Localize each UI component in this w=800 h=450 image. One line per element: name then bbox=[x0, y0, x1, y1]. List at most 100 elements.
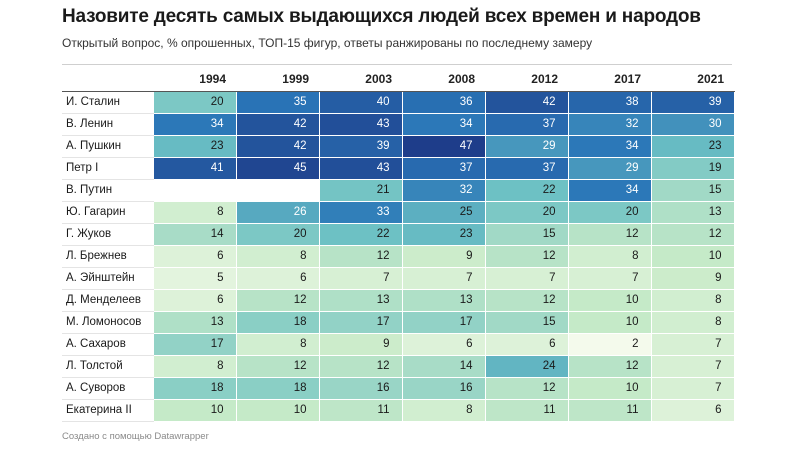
heat-cell: 34 bbox=[567, 134, 652, 158]
heat-cell: 39 bbox=[318, 134, 403, 158]
heat-cell: 23 bbox=[152, 134, 237, 158]
heat-cell: 6 bbox=[152, 244, 237, 268]
row-label: Г. Жуков bbox=[62, 223, 153, 246]
table-row: И. Сталин 20 35 40 36 42 38 39 bbox=[62, 90, 735, 114]
chart-title: Назовите десять самых выдающихся людей в… bbox=[62, 6, 701, 27]
heat-cell: 9 bbox=[318, 332, 403, 356]
row-label: А. Сахаров bbox=[62, 333, 153, 356]
heat-cell: 24 bbox=[484, 354, 569, 378]
heat-cell: 35 bbox=[235, 90, 320, 114]
heat-cell: 47 bbox=[401, 134, 486, 158]
row-label: Д. Менделеев bbox=[62, 289, 153, 312]
row-label: А. Пушкин bbox=[62, 135, 153, 158]
row-label: А. Эйнштейн bbox=[62, 267, 153, 290]
column-header-1994: 1994 bbox=[153, 68, 236, 92]
table-row: В. Ленин 34 42 43 34 37 32 30 bbox=[62, 112, 735, 136]
heat-cell: 12 bbox=[484, 376, 569, 400]
heat-cell: 12 bbox=[650, 222, 735, 246]
row-label: Ю. Гагарин bbox=[62, 201, 153, 224]
row-label: Петр I bbox=[62, 157, 153, 180]
heat-cell: 12 bbox=[318, 354, 403, 378]
heat-cell: 15 bbox=[650, 178, 735, 202]
credit-footer: Создано с помощью Datawrapper bbox=[62, 431, 209, 442]
heat-cell bbox=[152, 178, 237, 202]
heat-cell: 6 bbox=[484, 332, 569, 356]
heat-cell: 17 bbox=[318, 310, 403, 334]
heat-cell: 16 bbox=[401, 376, 486, 400]
heat-cell: 18 bbox=[235, 376, 320, 400]
heat-cell: 12 bbox=[235, 288, 320, 312]
heat-cell: 18 bbox=[152, 376, 237, 400]
table-row: Г. Жуков 14 20 22 23 15 12 12 bbox=[62, 222, 735, 246]
heat-cell: 8 bbox=[650, 310, 735, 334]
heat-cell: 8 bbox=[152, 354, 237, 378]
heat-cell: 22 bbox=[484, 178, 569, 202]
heat-cell: 13 bbox=[401, 288, 486, 312]
heat-cell: 12 bbox=[318, 244, 403, 268]
table-row: Петр I 41 45 43 37 37 29 19 bbox=[62, 156, 735, 180]
heat-cell: 29 bbox=[484, 134, 569, 158]
table-row: М. Ломоносов 13 18 17 17 15 10 8 bbox=[62, 310, 735, 334]
heat-cell: 19 bbox=[650, 156, 735, 180]
table-row: Д. Менделеев 6 12 13 13 12 10 8 bbox=[62, 288, 735, 312]
heat-cell: 7 bbox=[650, 354, 735, 378]
heat-cell: 36 bbox=[401, 90, 486, 114]
heat-cell: 7 bbox=[318, 266, 403, 290]
heat-cell: 13 bbox=[152, 310, 237, 334]
heat-cell: 6 bbox=[152, 288, 237, 312]
heat-cell: 7 bbox=[650, 376, 735, 400]
heat-cell: 42 bbox=[235, 112, 320, 136]
heat-cell: 20 bbox=[235, 222, 320, 246]
heat-cell: 23 bbox=[401, 222, 486, 246]
header-divider bbox=[62, 64, 732, 65]
heat-cell bbox=[235, 178, 320, 202]
heat-cell: 43 bbox=[318, 156, 403, 180]
heat-cell: 32 bbox=[567, 112, 652, 136]
heat-cell: 12 bbox=[567, 354, 652, 378]
table-row: А. Пушкин 23 42 39 47 29 34 23 bbox=[62, 134, 735, 158]
heat-cell: 16 bbox=[318, 376, 403, 400]
heat-cell: 11 bbox=[318, 398, 403, 422]
heat-cell: 2 bbox=[567, 332, 652, 356]
heat-cell: 34 bbox=[152, 112, 237, 136]
heat-cell: 13 bbox=[650, 200, 735, 224]
heat-cell: 8 bbox=[235, 244, 320, 268]
heat-cell: 26 bbox=[235, 200, 320, 224]
heat-cell: 33 bbox=[318, 200, 403, 224]
heat-cell: 25 bbox=[401, 200, 486, 224]
table-row: А. Эйнштейн 5 6 7 7 7 7 9 bbox=[62, 266, 735, 290]
heat-cell: 20 bbox=[152, 90, 237, 114]
heat-cell: 15 bbox=[484, 310, 569, 334]
heat-cell: 8 bbox=[650, 288, 735, 312]
table-row: А. Суворов 18 18 16 16 12 10 7 bbox=[62, 376, 735, 400]
heat-cell: 10 bbox=[567, 376, 652, 400]
heat-cell: 9 bbox=[401, 244, 486, 268]
heat-cell: 37 bbox=[484, 156, 569, 180]
heat-cell: 32 bbox=[401, 178, 486, 202]
table-row: Екатерина II 10 10 11 8 11 11 6 bbox=[62, 398, 735, 422]
heatmap-table: 1994 1999 2003 2008 2012 2017 2021 И. Сталин 20… bbox=[62, 68, 735, 422]
heat-cell: 37 bbox=[484, 112, 569, 136]
row-label: А. Суворов bbox=[62, 377, 153, 400]
heat-cell: 12 bbox=[235, 354, 320, 378]
column-header-1999: 1999 bbox=[236, 68, 319, 92]
heat-cell: 11 bbox=[567, 398, 652, 422]
heat-cell: 8 bbox=[235, 332, 320, 356]
heat-cell: 23 bbox=[650, 134, 735, 158]
heat-cell: 12 bbox=[567, 222, 652, 246]
corner-cell bbox=[62, 68, 153, 92]
column-header-2003: 2003 bbox=[319, 68, 402, 92]
heat-cell: 14 bbox=[152, 222, 237, 246]
heat-cell: 42 bbox=[484, 90, 569, 114]
row-label: В. Ленин bbox=[62, 113, 153, 136]
heat-cell: 12 bbox=[484, 288, 569, 312]
heatmap-body: И. Сталин 20 35 40 36 42 38 39 В. Ленин 34 42 43 34 3… bbox=[62, 90, 735, 422]
heat-cell: 10 bbox=[567, 310, 652, 334]
heat-cell: 7 bbox=[401, 266, 486, 290]
heat-cell: 10 bbox=[650, 244, 735, 268]
heat-cell: 45 bbox=[235, 156, 320, 180]
row-label: Екатерина II bbox=[62, 399, 153, 422]
table-row: Л. Толстой 8 12 12 14 24 12 7 bbox=[62, 354, 735, 378]
table-row: Л. Брежнев 6 8 12 9 12 8 10 bbox=[62, 244, 735, 268]
row-label: В. Путин bbox=[62, 179, 153, 202]
